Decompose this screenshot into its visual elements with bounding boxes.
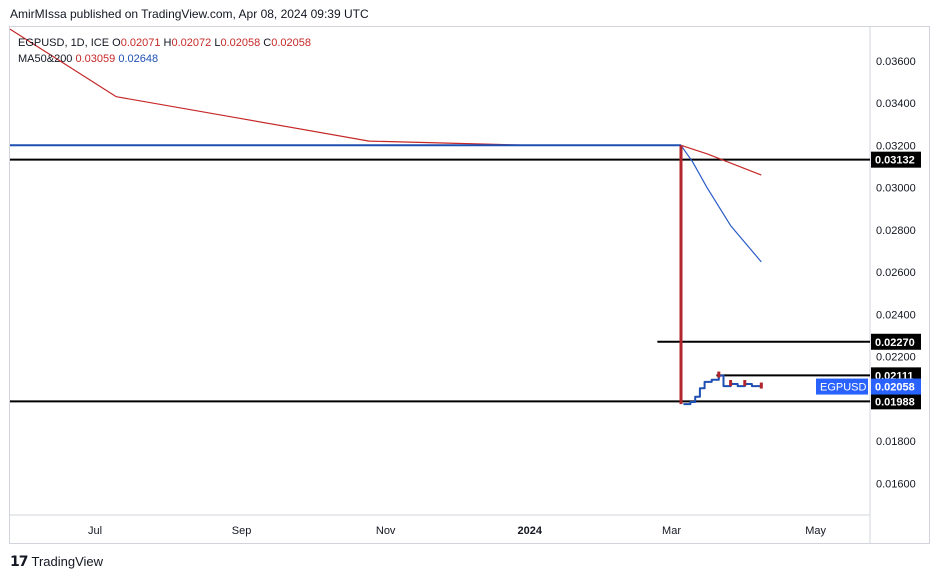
- ohlc-legend-row: EGPUSD, 1D, ICE O0.02071 H0.02072 L0.020…: [18, 35, 311, 51]
- ma-blue-line: [680, 144, 762, 263]
- ma50-value: 0.03059: [75, 53, 116, 65]
- x-tick-label: May: [805, 525, 826, 537]
- high-label: H: [163, 37, 172, 49]
- symbol-badge-text: EGPUSD: [820, 382, 867, 394]
- tradingview-logo-icon: 𝟭𝟳: [10, 553, 29, 569]
- high-value: 0.02072: [171, 37, 212, 49]
- level-price-badge: [871, 393, 921, 410]
- level-price-badge-text: 0.03132: [875, 155, 915, 167]
- open-value: 0.02071: [120, 37, 161, 49]
- recent-candle: [759, 382, 763, 389]
- symbol-interval-label: EGPUSD, 1D, ICE: [18, 37, 110, 49]
- x-tick-label: Nov: [376, 525, 396, 537]
- chart-legend: EGPUSD, 1D, ICE O0.02071 H0.02072 L0.020…: [18, 35, 311, 67]
- ma200-value: 0.02648: [118, 53, 159, 65]
- level-price-badge: [871, 333, 921, 350]
- level-price-badge: [871, 151, 921, 168]
- published-header: AmirMIssa published on TradingView.com, …: [10, 7, 369, 21]
- low-label: L: [214, 37, 221, 49]
- y-tick-label: 0.02400: [876, 309, 916, 321]
- symbol-badge: [816, 378, 868, 395]
- tradingview-brand-text: TradingView: [31, 554, 104, 569]
- y-tick-label: 0.01800: [876, 436, 916, 448]
- y-tick-label: 0.03600: [876, 56, 916, 68]
- recent-candle: [743, 380, 747, 387]
- recent-candle: [717, 371, 721, 378]
- drop-candle: [679, 145, 683, 405]
- price-line-recent: [683, 374, 763, 406]
- close-label: C: [263, 37, 272, 49]
- level-price-badge-text: 0.01988: [875, 396, 915, 408]
- y-tick-label: 0.03000: [876, 183, 916, 195]
- ma-legend-row: MA50&200 0.03059 0.02648: [18, 51, 311, 67]
- recent-candle: [729, 380, 733, 387]
- x-tick-label: 2024: [518, 525, 543, 537]
- close-value: 0.02058: [271, 37, 311, 49]
- footer-branding: 𝟭𝟳 TradingView: [10, 553, 103, 570]
- y-tick-label: 0.03200: [876, 140, 916, 152]
- x-tick-label: Jul: [88, 525, 102, 537]
- y-tick-label: 0.02600: [876, 267, 916, 279]
- y-tick-label: 0.02200: [876, 352, 916, 364]
- ma-label: MA50&200: [18, 53, 73, 65]
- y-tick-label: 0.02800: [876, 225, 916, 237]
- x-tick-label: Sep: [232, 525, 252, 537]
- low-value: 0.02058: [220, 37, 261, 49]
- ma-red-line: [9, 28, 762, 176]
- open-label: O: [112, 37, 121, 49]
- chart-frame[interactable]: [9, 26, 930, 544]
- last-price-badge: [871, 378, 921, 395]
- x-tick-label: Mar: [662, 525, 681, 537]
- y-tick-label: 0.03400: [876, 98, 916, 110]
- level-price-badge-text: 0.02270: [875, 337, 915, 349]
- last-price-badge-text: 0.02058: [875, 382, 915, 394]
- y-tick-label: 0.01600: [876, 478, 916, 490]
